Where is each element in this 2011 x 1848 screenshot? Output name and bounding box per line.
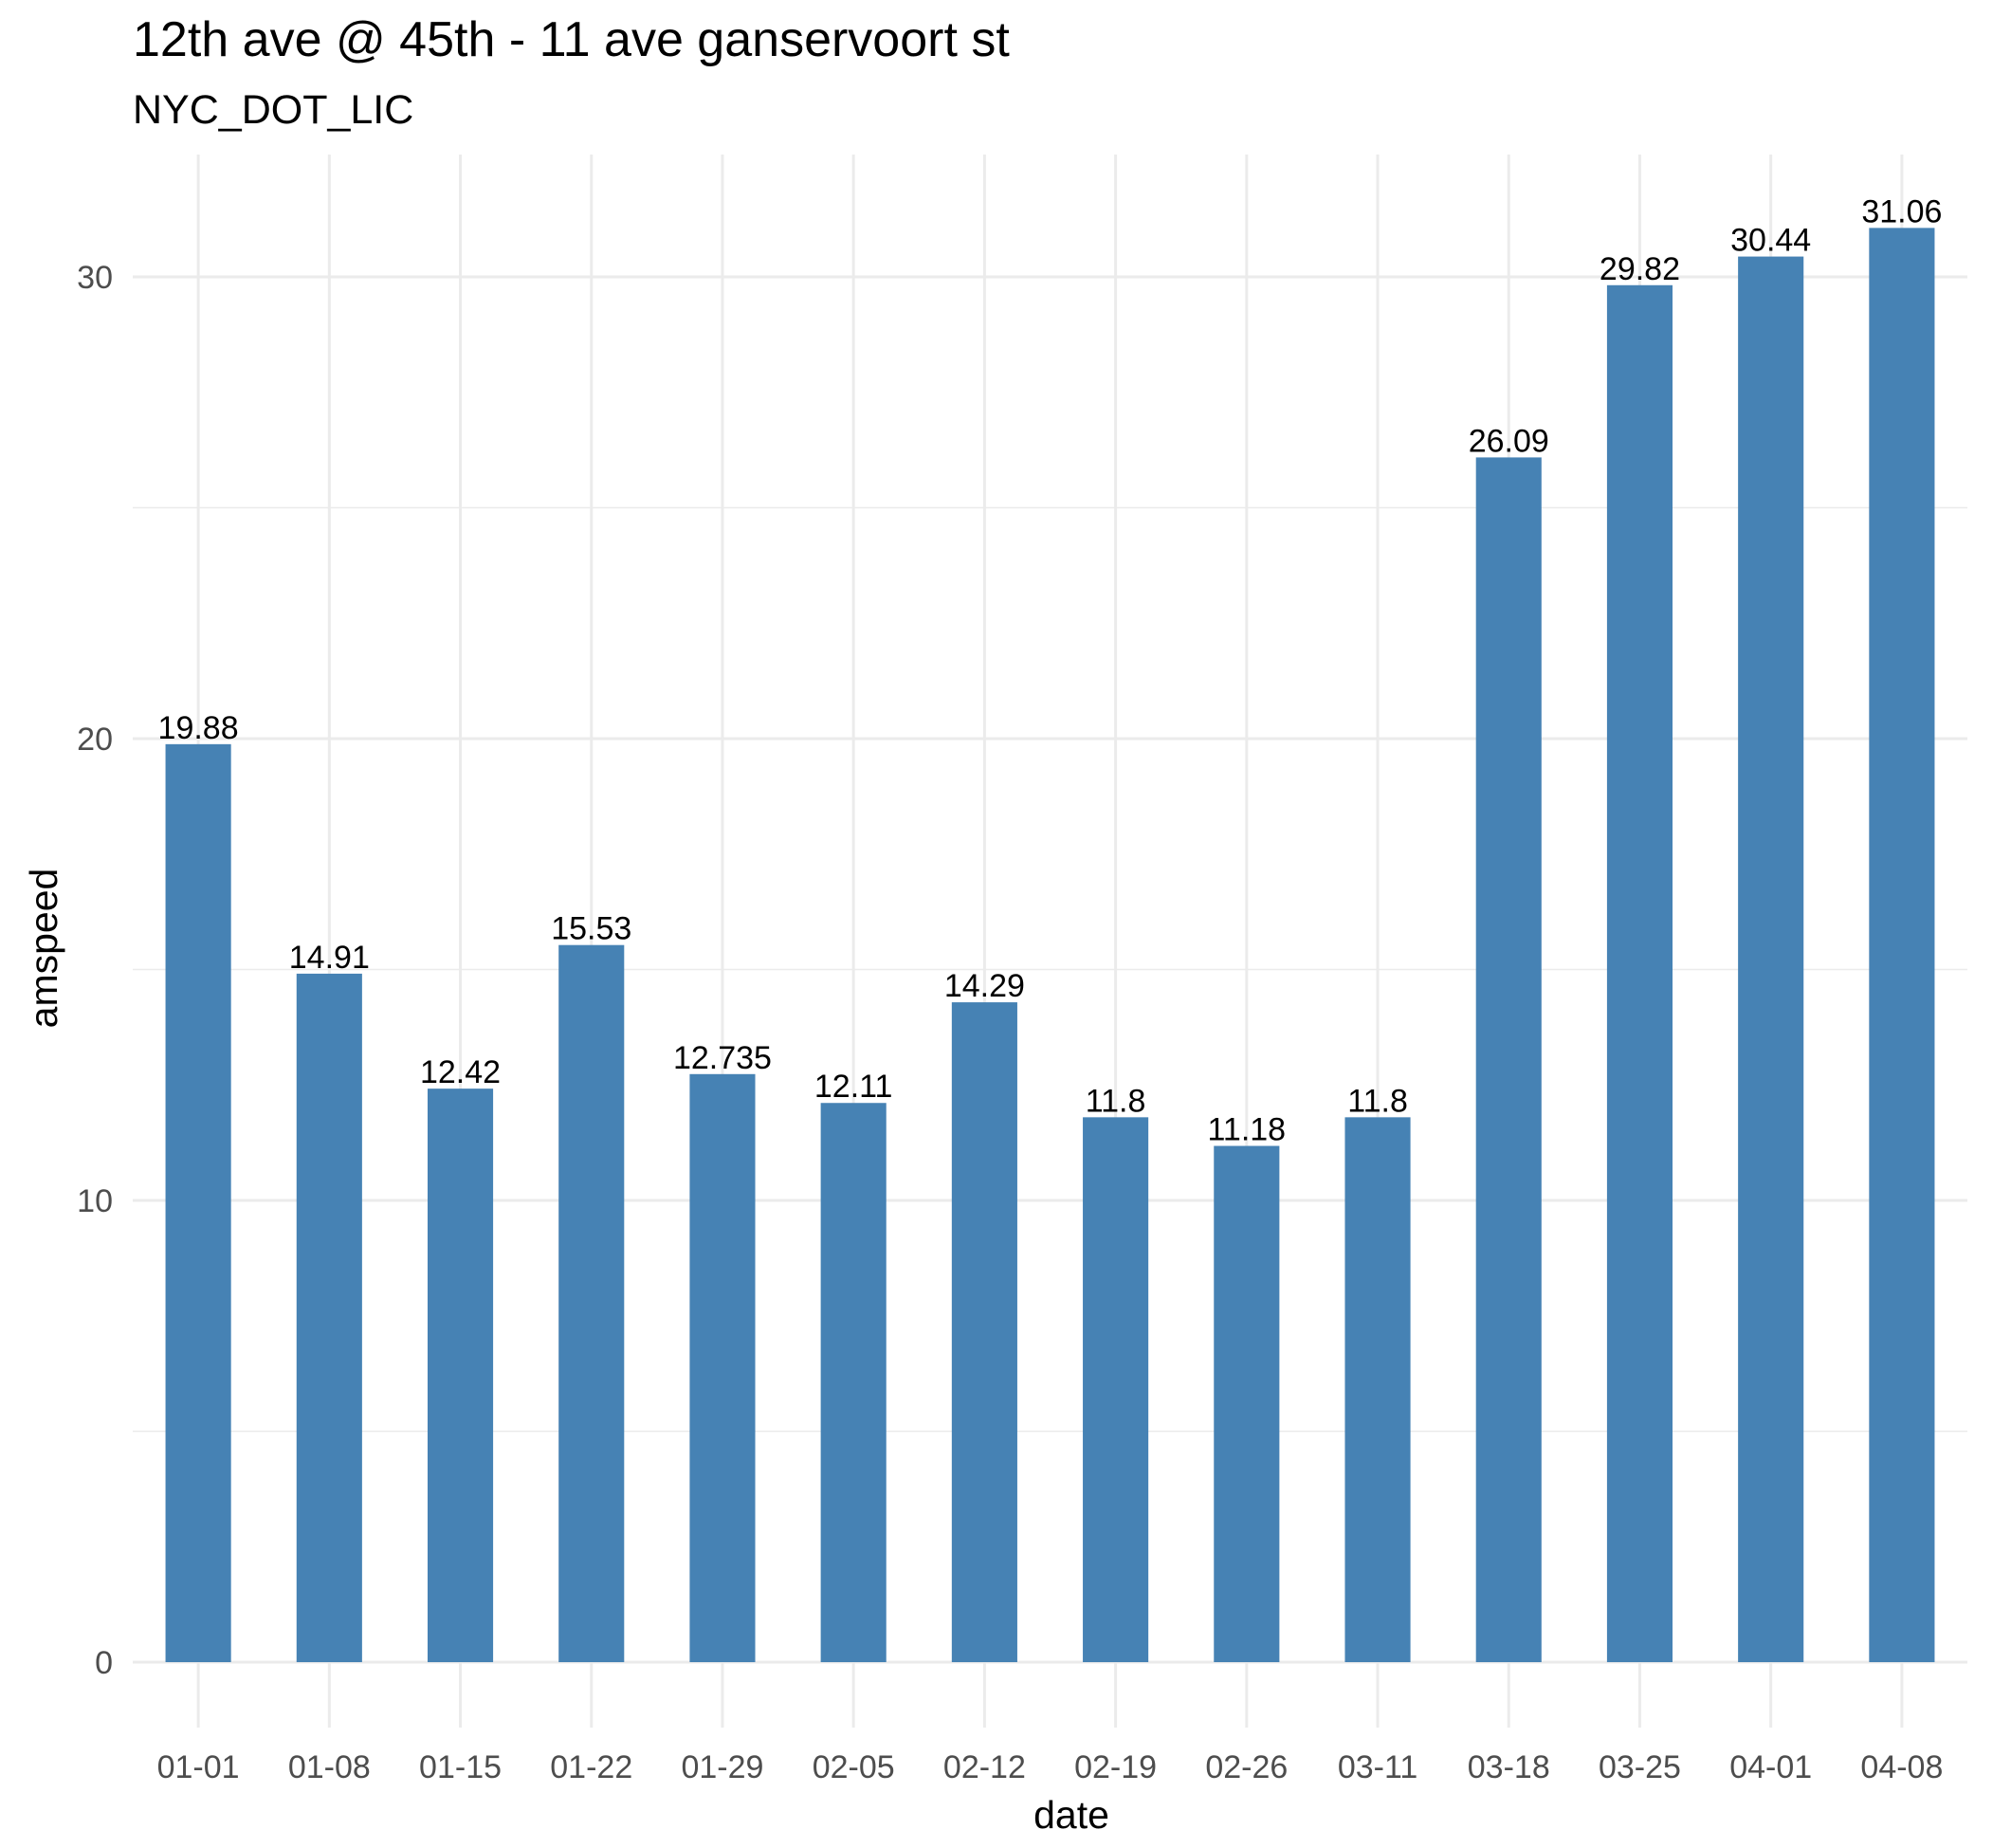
x-tick-label: 04-01 [1729, 1749, 1812, 1785]
data-label: 14.91 [289, 940, 370, 976]
bar [558, 944, 625, 1662]
x-tick-labels: 01-01 01-08 01-15 01-22 01-29 02-05 02-12 02-19… [157, 1749, 1944, 1785]
data-labels: 19.88 14.91 12.42 15.53 12.735 12.11 14.29 11.8… [158, 193, 1943, 1147]
x-tick-label: 03-11 [1338, 1749, 1417, 1785]
data-label: 30.44 [1730, 223, 1811, 259]
data-label: 11.8 [1347, 1083, 1408, 1119]
x-tick-label: 01-22 [550, 1749, 632, 1785]
minor-gridlines [133, 506, 1967, 1433]
bar [1606, 284, 1673, 1662]
x-tick-label: 01-08 [288, 1749, 371, 1785]
data-label: 12.11 [814, 1069, 893, 1105]
y-tick-label: 30 [77, 260, 113, 296]
bar [296, 973, 362, 1662]
bar [1214, 1145, 1280, 1662]
x-tick-label: 03-18 [1468, 1749, 1550, 1785]
major-gridlines [133, 155, 1967, 1728]
bar [1475, 457, 1542, 1662]
bar [1083, 1117, 1149, 1662]
data-label: 15.53 [551, 911, 631, 947]
bar [427, 1089, 494, 1662]
bar [1344, 1117, 1411, 1662]
data-label: 12.735 [673, 1040, 772, 1076]
chart-subtitle: NYC_DOT_LIC [133, 87, 414, 133]
bar [689, 1073, 756, 1662]
bar [1869, 228, 1935, 1662]
bar [165, 743, 231, 1662]
y-tick-labels: 0 10 20 30 [77, 260, 113, 1681]
data-label: 11.18 [1208, 1112, 1287, 1148]
x-tick-label: 03-25 [1599, 1749, 1681, 1785]
x-tick-label: 01-15 [419, 1749, 502, 1785]
data-label: 29.82 [1600, 251, 1680, 287]
x-axis-title: date [1033, 1793, 1109, 1837]
x-tick-label: 02-12 [943, 1749, 1026, 1785]
bars [165, 228, 1935, 1662]
x-tick-label: 01-29 [681, 1749, 763, 1785]
data-label: 11.8 [1086, 1083, 1146, 1119]
y-tick-label: 0 [95, 1645, 113, 1681]
data-label: 14.29 [944, 968, 1025, 1004]
data-label: 12.42 [420, 1054, 501, 1090]
x-tick-label: 02-05 [813, 1749, 895, 1785]
y-axis-title: amspeed [22, 869, 65, 1029]
data-label: 19.88 [158, 710, 239, 746]
chart-title: 12th ave @ 45th - 11 ave ganservoort st [133, 12, 1010, 67]
data-label: 31.06 [1861, 193, 1942, 229]
bar [820, 1103, 887, 1662]
bar [951, 1002, 1017, 1662]
x-tick-label: 04-08 [1860, 1749, 1943, 1785]
x-tick-label: 02-26 [1205, 1749, 1288, 1785]
y-tick-label: 20 [77, 722, 113, 758]
x-tick-label: 02-19 [1074, 1749, 1157, 1785]
x-tick-label: 01-01 [157, 1749, 240, 1785]
y-tick-label: 10 [77, 1183, 113, 1219]
bar [1738, 256, 1804, 1662]
data-label: 26.09 [1469, 423, 1549, 459]
